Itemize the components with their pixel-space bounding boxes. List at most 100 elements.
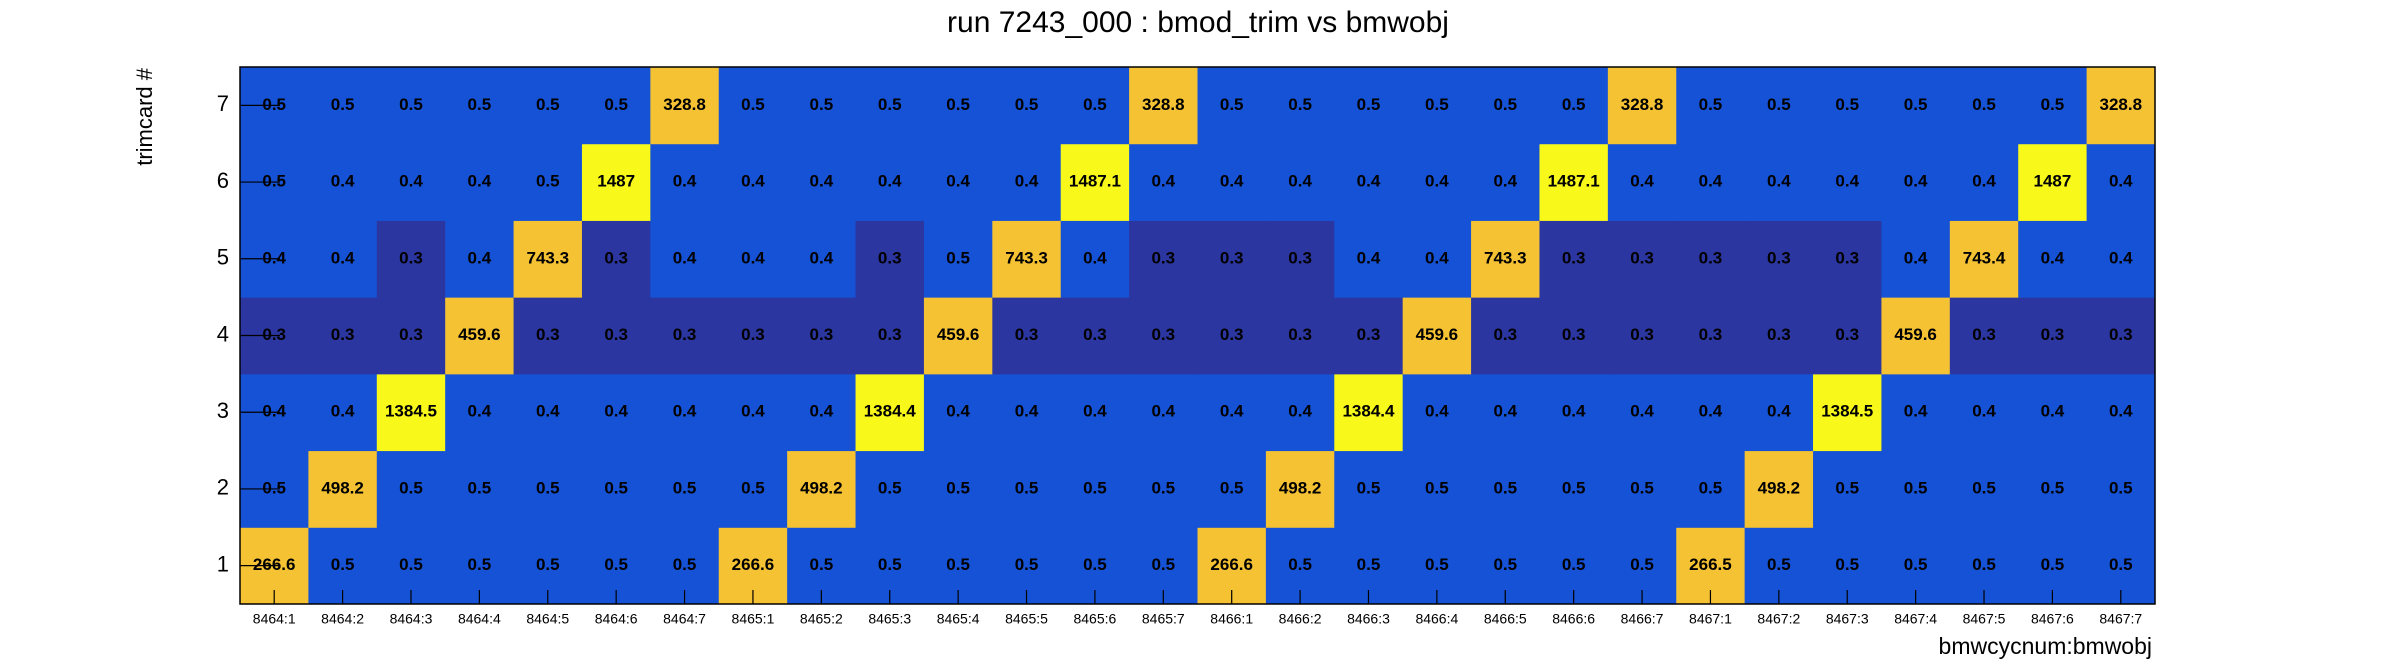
cell bbox=[1539, 143, 1609, 221]
cell-label: 459.6 bbox=[1416, 325, 1459, 344]
cell-label: 0.4 bbox=[878, 172, 902, 191]
cell bbox=[513, 220, 583, 298]
cell-label: 0.5 bbox=[1699, 95, 1723, 114]
cell bbox=[1060, 220, 1130, 298]
cell bbox=[855, 450, 925, 528]
cell bbox=[581, 220, 651, 298]
x-tick-label: 8464:1 bbox=[253, 611, 296, 627]
cell-label: 0.4 bbox=[741, 248, 765, 267]
cell-label: 0.5 bbox=[262, 95, 286, 114]
cell-label: 0.5 bbox=[2041, 478, 2065, 497]
cell-label: 0.5 bbox=[331, 95, 355, 114]
cell bbox=[1949, 67, 2019, 145]
cell-label: 0.4 bbox=[1425, 402, 1449, 421]
cell bbox=[718, 220, 788, 298]
cell bbox=[718, 373, 788, 452]
cell bbox=[1813, 297, 1882, 375]
cell-label: 0.3 bbox=[1288, 248, 1312, 267]
cell bbox=[308, 450, 378, 528]
cell bbox=[1949, 450, 2019, 528]
cell-label: 0.4 bbox=[1493, 402, 1517, 421]
cell bbox=[718, 143, 788, 221]
cell-label: 0.5 bbox=[399, 478, 423, 497]
cell bbox=[1265, 373, 1335, 452]
cell-label: 0.5 bbox=[1904, 95, 1928, 114]
cell-label: 498.2 bbox=[1758, 478, 1801, 497]
x-tick-label: 8466:3 bbox=[1347, 611, 1390, 627]
cell bbox=[1471, 143, 1540, 221]
cell-label: 0.5 bbox=[1493, 478, 1517, 497]
cell-label: 0.4 bbox=[536, 402, 560, 421]
cell-label: 0.4 bbox=[2041, 248, 2065, 267]
cell-label: 0.5 bbox=[2041, 95, 2065, 114]
cell bbox=[1607, 450, 1677, 528]
cell bbox=[1676, 450, 1746, 528]
cell-label: 0.3 bbox=[1835, 248, 1859, 267]
cell-label: 0.4 bbox=[1015, 172, 1039, 191]
cell bbox=[1334, 67, 1404, 145]
cell-label: 0.4 bbox=[331, 172, 355, 191]
cell bbox=[923, 67, 993, 145]
cell bbox=[787, 220, 857, 298]
cell-label: 0.3 bbox=[878, 325, 902, 344]
cell bbox=[1402, 373, 1472, 452]
cell-label: 0.3 bbox=[1220, 248, 1244, 267]
y-tick-label: 1 bbox=[217, 551, 229, 576]
cell bbox=[650, 143, 720, 221]
cell bbox=[1607, 297, 1677, 375]
cell-label: 0.5 bbox=[1904, 478, 1928, 497]
x-tick-label: 8466:7 bbox=[1621, 611, 1664, 627]
cell-label: 498.2 bbox=[321, 478, 364, 497]
cell bbox=[513, 143, 583, 221]
cell-label: 0.5 bbox=[604, 478, 628, 497]
cell bbox=[992, 373, 1062, 452]
cell-label: 0.4 bbox=[673, 248, 697, 267]
cell-label: 0.3 bbox=[1151, 248, 1175, 267]
cell bbox=[923, 450, 993, 528]
cell-label: 0.5 bbox=[1767, 555, 1791, 574]
chart-title: run 7243_000 : bmod_trim vs bmwobj bbox=[947, 6, 1449, 39]
cell bbox=[992, 67, 1062, 145]
x-tick-label: 8465:1 bbox=[732, 611, 775, 627]
cell-label: 0.3 bbox=[810, 325, 834, 344]
cell-label: 0.4 bbox=[2109, 402, 2133, 421]
cell-label: 1384.4 bbox=[1342, 402, 1395, 421]
cell-label: 0.3 bbox=[1767, 325, 1791, 344]
x-tick-label: 8467:2 bbox=[1757, 611, 1800, 627]
cell bbox=[1881, 220, 1951, 298]
cell bbox=[1539, 220, 1609, 298]
cell bbox=[923, 297, 993, 375]
x-tick-label: 8467:3 bbox=[1826, 611, 1869, 627]
cell bbox=[1607, 143, 1677, 221]
cell-label: 0.4 bbox=[1904, 402, 1928, 421]
cell-label: 0.5 bbox=[1562, 478, 1586, 497]
cell-label: 0.3 bbox=[262, 325, 286, 344]
cell-label: 0.5 bbox=[741, 478, 765, 497]
cell bbox=[1744, 297, 1814, 375]
cell-label: 0.5 bbox=[2109, 555, 2133, 574]
cell bbox=[718, 67, 788, 145]
cell bbox=[513, 373, 583, 452]
cell bbox=[992, 450, 1062, 528]
cell-label: 0.5 bbox=[673, 555, 697, 574]
cell bbox=[1471, 297, 1540, 375]
cell-label: 0.5 bbox=[262, 478, 286, 497]
cell-label: 0.4 bbox=[331, 402, 355, 421]
cell bbox=[1744, 373, 1814, 452]
cell bbox=[581, 373, 651, 452]
cell-label: 0.4 bbox=[1083, 402, 1107, 421]
cell bbox=[376, 67, 446, 145]
cell bbox=[1471, 450, 1540, 528]
cell bbox=[1881, 67, 1951, 145]
cell-label: 0.5 bbox=[1425, 555, 1449, 574]
cell-label: 0.3 bbox=[878, 248, 902, 267]
cell bbox=[650, 450, 720, 528]
cell-label: 0.5 bbox=[1493, 95, 1517, 114]
cell bbox=[1539, 373, 1609, 452]
cell bbox=[1676, 220, 1746, 298]
cell-label: 0.4 bbox=[673, 402, 697, 421]
y-tick-label: 3 bbox=[217, 398, 229, 423]
cell-label: 0.4 bbox=[1767, 402, 1791, 421]
cell bbox=[1881, 143, 1951, 221]
